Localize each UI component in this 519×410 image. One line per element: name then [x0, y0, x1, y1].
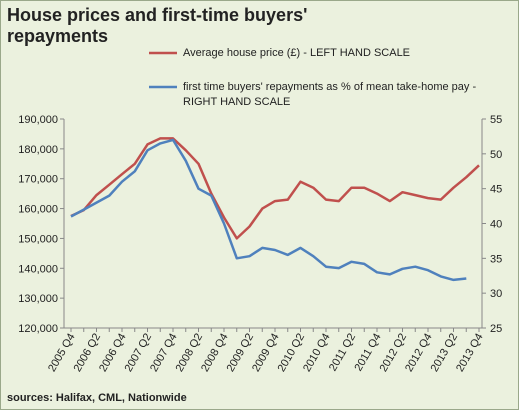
chart-title: House prices and first-time buyers' repa… [7, 5, 308, 46]
y-tick-label: 140,000 [18, 263, 58, 275]
y2-tick-label: 55 [490, 114, 502, 126]
y-tick-label: 120,000 [18, 323, 58, 335]
y-tick-label: 180,000 [18, 144, 58, 156]
y-tick-label: 150,000 [18, 233, 58, 245]
y2-tick-label: 35 [490, 253, 502, 265]
y-tick-label: 130,000 [18, 293, 58, 305]
y2-tick-label: 30 [490, 288, 502, 300]
footnote: sources: Halifax, CML, Nationwide [7, 392, 187, 404]
y-tick-label: 190,000 [18, 114, 58, 126]
y2-tick-label: 50 [490, 149, 502, 161]
data-line [70, 137, 480, 240]
y2-tick-label: 40 [490, 219, 502, 231]
data-line [70, 138, 467, 282]
y2-tick-label: 25 [490, 323, 502, 335]
legend-label: first time buyers' repayments as % of me… [183, 81, 477, 108]
legend-label: Average house price (£) - LEFT HAND SCAL… [183, 47, 411, 59]
y2-tick-label: 45 [490, 184, 502, 196]
y-tick-label: 160,000 [18, 204, 58, 216]
y-tick-label: 170,000 [18, 174, 58, 186]
